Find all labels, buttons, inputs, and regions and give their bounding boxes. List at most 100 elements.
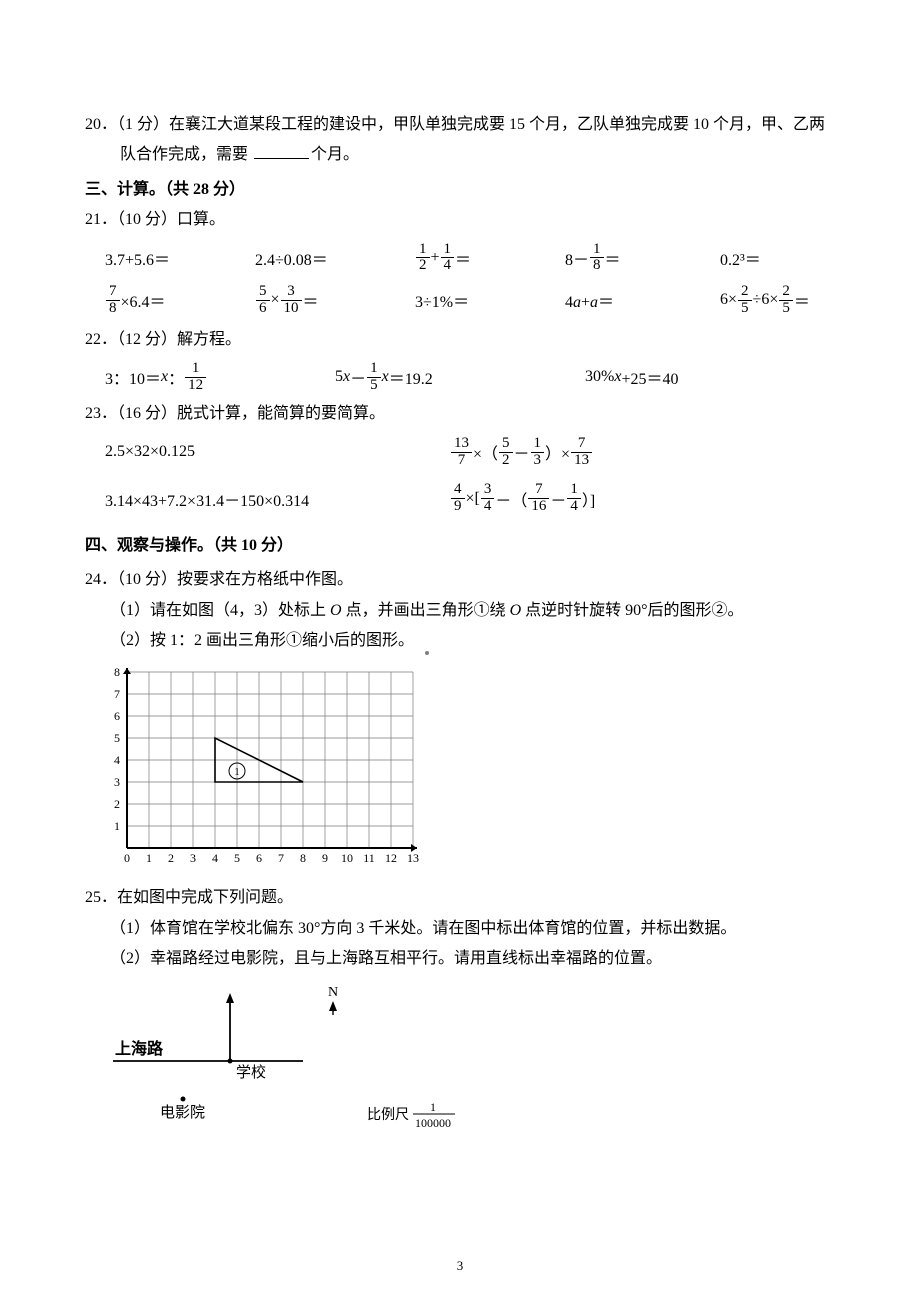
svg-text:6: 6 <box>256 851 262 865</box>
svg-text:上海路: 上海路 <box>115 1039 164 1058</box>
q21-label: 21．（10 分）口算。 <box>85 205 840 235</box>
svg-text:10: 10 <box>341 851 353 865</box>
q22-e1-f: 112 <box>185 361 206 394</box>
q23-r2-m4: ）] <box>582 487 595 511</box>
q25-p1: （1）体育馆在学校北偏东 30°方向 3 千米处。请在图中标出体育馆的位置，并标… <box>85 914 840 944</box>
map-diagram: N上海路学校电影院比例尺1100000 <box>105 981 475 1141</box>
q22-e3-var: x <box>614 368 621 386</box>
svg-text:4: 4 <box>114 753 120 767</box>
q21-r2-c5-post: ＝ <box>794 288 810 312</box>
svg-text:电影院: 电影院 <box>160 1103 205 1121</box>
q22-e3-post: +25＝40 <box>621 365 678 389</box>
q22-label: 22．（12 分）解方程。 <box>85 325 840 355</box>
q23-r2-f3: 716 <box>528 482 549 515</box>
svg-text:1: 1 <box>114 819 120 833</box>
page-number: 3 <box>0 1258 920 1274</box>
q20-text-c: 个月。 <box>311 146 359 163</box>
section-4-title: 四、观察与操作。（共 10 分） <box>85 531 840 561</box>
q22-e2-f: 15 <box>367 361 381 394</box>
q23-r1-left: 2.5×32×0.125 <box>105 443 195 461</box>
q22-e2-pre: 5 <box>335 368 343 386</box>
q21-r2-c3: 3÷1%＝ <box>415 288 469 312</box>
q22-e1-pre: 3：10＝ <box>105 365 161 389</box>
q22-e2-post: ＝19.2 <box>389 365 433 389</box>
q21-r1-c4-pre: 8－ <box>565 246 589 270</box>
svg-text:11: 11 <box>363 851 375 865</box>
q23-row2: 3.14×43+7.2×31.4－150×0.314 49 ×[ 34 －（ 7… <box>105 482 840 515</box>
svg-text:7: 7 <box>114 687 120 701</box>
q21-r1-c4-post: ＝ <box>605 246 621 270</box>
q23-r1-m1: ×（ <box>473 440 498 464</box>
q21-r1-c3-mid: + <box>431 249 440 267</box>
q21-r2-c4: 4a+a＝ <box>565 288 614 312</box>
q23-r1-f4: 713 <box>571 436 592 469</box>
q23-r2-f1: 49 <box>451 482 465 515</box>
svg-text:5: 5 <box>114 731 120 745</box>
q21-row1: 3.7+5.6＝ 2.4÷0.08＝ 12 + 14 ＝ 8－ 18 ＝ 0.2… <box>105 242 840 275</box>
exam-page: 20．（1 分）在襄江大道某段工程的建设中，甲队单独完成要 15 个月，乙队单独… <box>0 0 920 1302</box>
section-3-title: 三、计算。（共 28 分） <box>85 175 840 205</box>
svg-text:7: 7 <box>278 851 284 865</box>
q25-map-figure: N上海路学校电影院比例尺1100000 <box>105 981 840 1146</box>
q21-r2-c2-f2: 310 <box>281 284 302 317</box>
svg-text:N: N <box>328 985 338 1000</box>
svg-text:1: 1 <box>146 851 152 865</box>
q20-text-b: 队合作完成，需要 <box>120 146 252 163</box>
q22-e1-mid: ： <box>168 365 184 389</box>
q21-row2: 78 ×6.4＝ 56 × 310 ＝ 3÷1%＝ 4a+a＝ 6× 25 ÷6… <box>105 284 840 317</box>
q21-r2-c5-pre: 6× <box>720 291 737 309</box>
q21-r2-c1-post: ×6.4＝ <box>121 288 166 312</box>
q21-r1-c5: 0.2³＝ <box>720 246 761 270</box>
q20-line2: 队合作完成，需要 个月。 <box>85 140 840 170</box>
svg-text:2: 2 <box>114 797 120 811</box>
q21-r1-c4-f: 18 <box>590 242 604 275</box>
q24-p2: （2）按 1：2 画出三角形①缩小后的图形。 <box>85 626 840 656</box>
q24-p1: （1）请在如图（4，3）处标上 O 点，并画出三角形①绕 O 点逆时针旋转 90… <box>85 596 840 626</box>
q23-label: 23．（16 分）脱式计算，能简算的要简算。 <box>85 399 840 429</box>
q21-r1-c3-f2: 14 <box>441 242 455 275</box>
center-dot-icon <box>425 651 429 655</box>
svg-text:13: 13 <box>407 851 419 865</box>
svg-text:学校: 学校 <box>236 1064 266 1081</box>
q23-r1-f3: 13 <box>531 436 545 469</box>
svg-text:8: 8 <box>300 851 306 865</box>
q22-e1-var: x <box>161 368 168 386</box>
q23-r2-f2: 34 <box>481 482 495 515</box>
svg-text:2: 2 <box>168 851 174 865</box>
q23-r2-m2: －（ <box>495 487 527 511</box>
svg-text:100000: 100000 <box>415 1116 451 1130</box>
q21-r2-c5-mid: ÷6× <box>753 291 779 309</box>
q21-r2-c2-mid: × <box>271 291 280 309</box>
q22-row: 3：10＝x： 112 5x－ 15x＝19.2 30%x+25＝40 <box>105 361 840 394</box>
q21-r1-c3-f1: 12 <box>416 242 430 275</box>
q20-blank[interactable] <box>254 141 309 160</box>
q24-label: 24．（10 分）按要求在方格纸中作图。 <box>85 565 840 595</box>
svg-text:9: 9 <box>322 851 328 865</box>
svg-text:3: 3 <box>114 775 120 789</box>
q22-e2-mid: － <box>350 365 366 389</box>
q23-r1-f2: 52 <box>499 436 513 469</box>
svg-text:5: 5 <box>234 851 240 865</box>
svg-text:6: 6 <box>114 709 120 723</box>
grid-chart: 012345678910111213123456781 <box>105 662 425 872</box>
svg-text:1: 1 <box>234 766 240 778</box>
svg-text:12: 12 <box>385 851 397 865</box>
q21-r2-c1-f: 78 <box>106 284 120 317</box>
q23-row1: 2.5×32×0.125 137 ×（ 52 － 13 ）× 713 <box>105 436 840 469</box>
q23-r2-m3: － <box>550 487 566 511</box>
q21-r2-c2-f1: 56 <box>256 284 270 317</box>
q21-r1-c3-post: ＝ <box>455 246 471 270</box>
q22-e3-pre: 30% <box>585 368 614 386</box>
q23-r1-f1: 137 <box>451 436 472 469</box>
q21-r1-c1: 3.7+5.6＝ <box>105 246 170 270</box>
q25-label: 25．在如图中完成下列问题。 <box>85 883 840 913</box>
svg-text:比例尺: 比例尺 <box>367 1107 409 1123</box>
q23-r2-left: 3.14×43+7.2×31.4－150×0.314 <box>105 487 309 511</box>
svg-text:4: 4 <box>212 851 218 865</box>
q21-r2-c2-post: ＝ <box>303 288 319 312</box>
q20-line1: 20．（1 分）在襄江大道某段工程的建设中，甲队单独完成要 15 个月，乙队单独… <box>85 110 840 140</box>
q23-r1-m2: － <box>514 440 530 464</box>
svg-text:0: 0 <box>124 851 130 865</box>
svg-text:3: 3 <box>190 851 196 865</box>
q23-r1-m3: ）× <box>545 440 570 464</box>
